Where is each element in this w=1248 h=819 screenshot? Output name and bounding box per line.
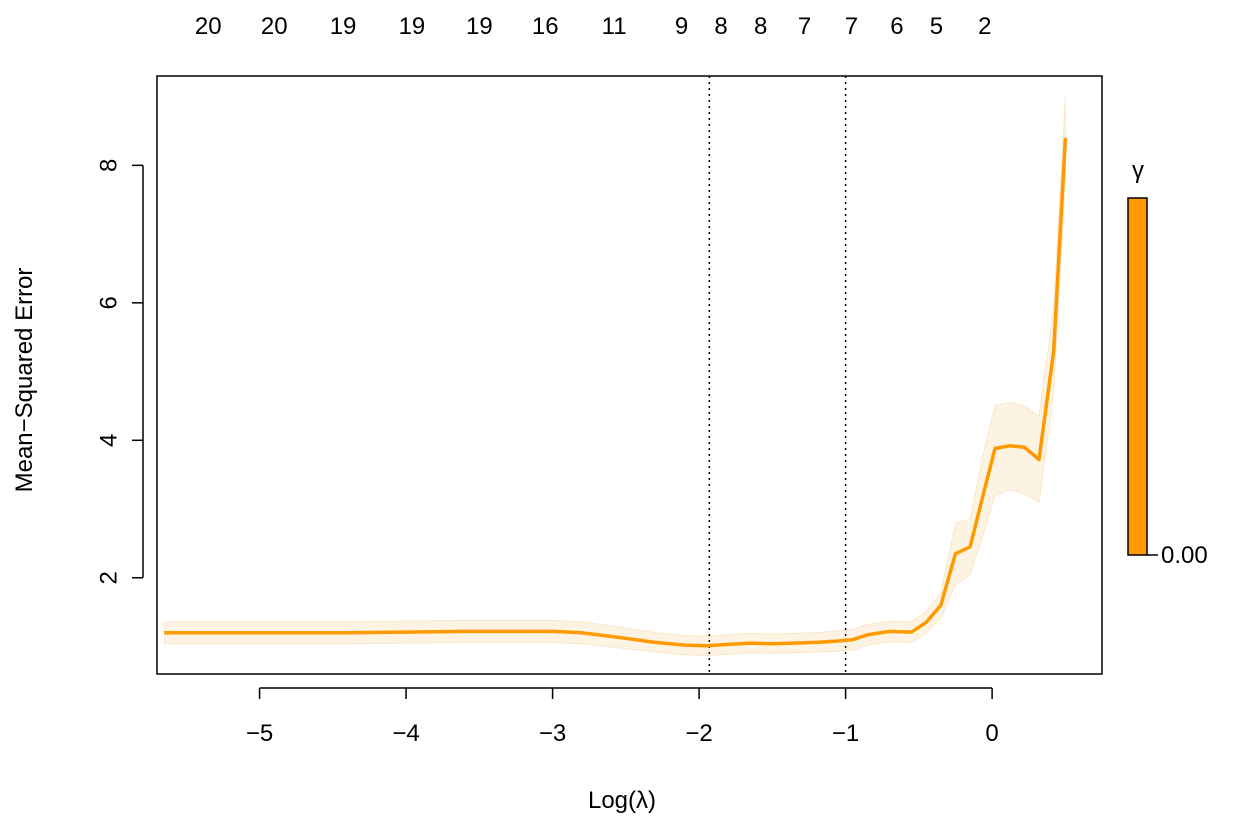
error-band-layer (163, 96, 1066, 656)
top-axis-label: 19 (466, 13, 493, 40)
top-axis-label: 9 (675, 13, 688, 40)
top-axis-label: 11 (602, 13, 627, 40)
top-axis-label: 19 (330, 13, 357, 40)
top-axis-label: 2 (978, 13, 991, 40)
x-tick-label: −3 (539, 720, 566, 747)
top-axis-label: 5 (930, 13, 943, 40)
x-tick-label: −2 (685, 720, 712, 747)
plot-frame (156, 75, 1103, 675)
y-tick-label: 6 (96, 296, 123, 309)
top-axis-label: 7 (845, 13, 858, 40)
legend-tick-label: 0.00 (1161, 542, 1208, 569)
top-axis-nonzero-counts: 20 20 19 19 19 16 11 9 8 8 7 7 6 5 2 (195, 13, 992, 40)
top-axis-label: 6 (890, 13, 903, 40)
top-axis-label: 8 (714, 13, 727, 40)
top-axis-label: 16 (532, 13, 559, 40)
y-tick-label: 8 (96, 159, 123, 172)
x-tick-label: −5 (246, 720, 273, 747)
y-tick-label: 2 (96, 571, 123, 584)
x-tick-label: 0 (985, 720, 998, 747)
y-tick-label: 4 (96, 434, 123, 447)
y-axis: 2 4 6 8 (96, 159, 144, 584)
x-tick-label: −4 (392, 720, 419, 747)
error-band (163, 96, 1066, 656)
top-axis-label: 20 (261, 13, 288, 40)
x-axis: −5 −4 −3 −2 −1 0 (246, 687, 999, 747)
gamma-legend: γ 0.00 (1127, 157, 1208, 569)
legend-title: γ (1132, 157, 1144, 184)
top-axis-label: 19 (399, 13, 426, 40)
x-tick-label: −1 (832, 720, 859, 747)
top-axis-label: 8 (754, 13, 767, 40)
series-line-layer (164, 137, 1068, 648)
legend-colorbar (1127, 197, 1148, 556)
top-axis-label: 7 (798, 13, 811, 40)
reference-lines-layer (708, 76, 847, 674)
top-axis-label: 20 (195, 13, 222, 40)
y-axis-title: Mean−Squared Error (11, 268, 38, 493)
mse-line (164, 137, 1068, 648)
x-axis-title: Log(λ) (588, 787, 656, 814)
